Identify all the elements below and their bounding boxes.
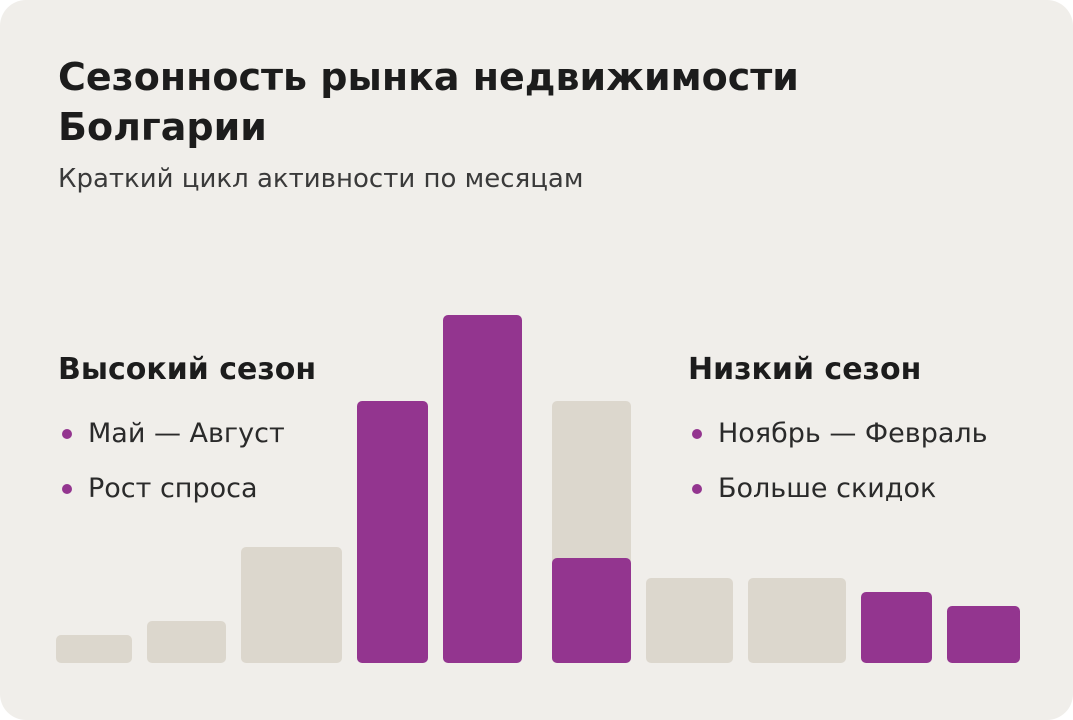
bar — [357, 401, 428, 663]
bar — [443, 315, 522, 663]
panel-heading: Высокий сезон — [58, 352, 317, 387]
panel-item: Ноябрь — Февраль — [688, 406, 988, 461]
bar — [147, 621, 226, 663]
panel-item: Больше скидок — [688, 461, 988, 516]
bar — [646, 578, 733, 663]
bar — [947, 606, 1020, 663]
low-season-panel: Низкий сезон Ноябрь — Февраль Больше ски… — [688, 348, 988, 516]
bar — [56, 635, 132, 663]
bar — [241, 547, 342, 663]
chart-subtitle: Краткий цикл активности по месяцам — [58, 164, 584, 194]
chart-title: Сезонность рынка недвижимости Болгарии — [58, 55, 799, 149]
panel-item: Май — Август — [58, 406, 316, 461]
high-season-panel: Высокий сезон Май — Август Рост спроса — [58, 348, 316, 516]
panel-heading: Низкий сезон — [688, 352, 922, 387]
panel-item: Рост спроса — [58, 461, 316, 516]
bar — [861, 592, 932, 663]
bar — [748, 578, 846, 663]
bar — [552, 558, 631, 663]
